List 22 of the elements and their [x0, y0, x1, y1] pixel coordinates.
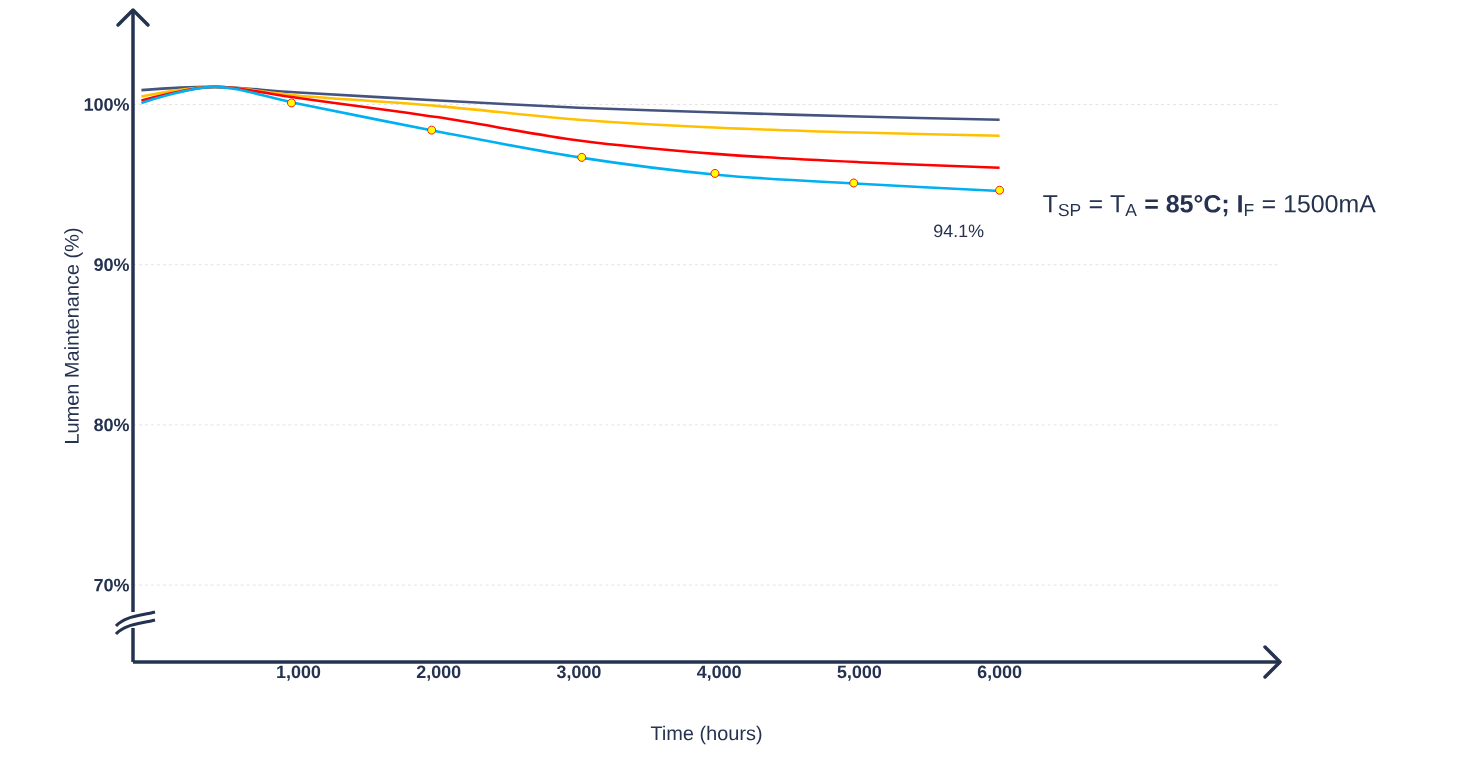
- x-tick-label: 5,000: [837, 665, 882, 681]
- y-tick-label: 100%: [84, 98, 129, 111]
- x-axis-title: Time (hours): [650, 725, 762, 745]
- x-tick-label: 1,000: [277, 665, 321, 681]
- y-tick-label: 70%: [94, 578, 129, 592]
- x-tick-label: 4,000: [696, 665, 741, 681]
- point: [287, 98, 296, 108]
- y-axis-title: Lumen Maintenance (%): [64, 228, 83, 443]
- y-tick-label: 90%: [94, 258, 129, 272]
- point: [577, 152, 587, 162]
- line-series: [140, 85, 1001, 122]
- line-series: [140, 85, 1001, 170]
- point: [710, 168, 720, 178]
- x-tick-label: 2,000: [416, 665, 461, 681]
- point: [849, 178, 859, 188]
- y-tick-label: 80%: [94, 418, 129, 432]
- point: [995, 185, 1005, 195]
- annotation: 94.1%: [934, 224, 984, 238]
- point: [427, 125, 437, 135]
- annotation: T$_{SP}$ = T$_{A}$ = 85°C; I$_{F}$ = 1500mA: [1043, 194, 1376, 217]
- x-tick-label: 6,000: [977, 665, 1022, 681]
- x-tick-label: 3,000: [556, 665, 601, 681]
